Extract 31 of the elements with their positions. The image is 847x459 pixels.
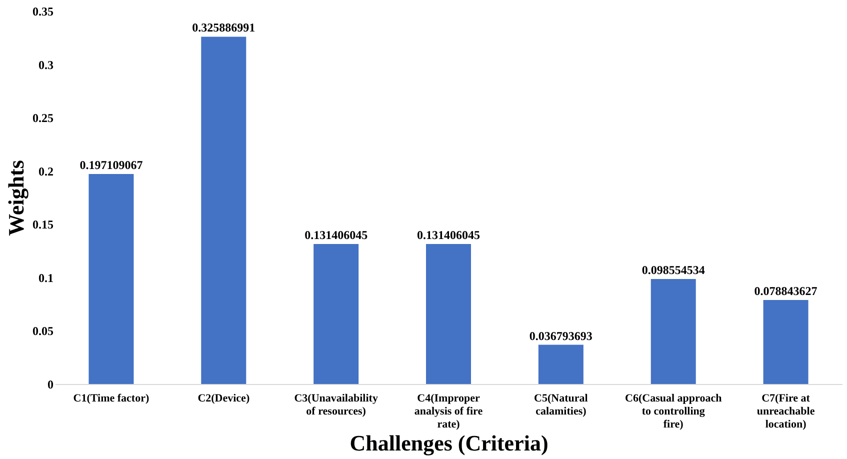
data-label: 0.131406045 [417,228,480,242]
x-tick-label: C6(Casual approach to controlling fire) [625,392,722,430]
y-tick-label: 0.3 [38,58,54,72]
y-axis-title: Weights [4,160,28,236]
y-tick-label: 0 [48,378,54,392]
y-tick-label: 0.25 [32,111,54,126]
y-tick-label: 0.2 [38,164,54,178]
bar [763,300,808,384]
data-label: 0.098554534 [642,262,705,277]
x-axis-title: Challenges (Criteria) [350,430,548,456]
data-label: 0.325886991 [192,20,256,35]
bar [538,344,584,384]
x-tick-label: C4(Improper analysis of fire rate) [414,392,483,430]
x-tick-label: C1(Time factor) [73,392,150,404]
data-label: 0.036793693 [529,328,592,343]
y-tick-label: 0.1 [38,270,54,285]
bar [201,36,246,384]
bar [314,244,359,384]
x-tick-label: C3(Unavailability of resources) [294,392,378,418]
bar [650,278,696,384]
x-tick-label: C2(Device) [198,392,250,404]
bar [88,174,134,384]
data-label: 0.197109067 [80,158,143,172]
data-label: 0.131406045 [304,228,368,242]
x-tick-label: C7(Fire at unreachable location) [756,392,815,430]
y-tick-label: 0.05 [32,324,54,338]
y-tick-label: 0.15 [32,218,54,232]
y-tick-label: 0.35 [32,4,54,18]
x-tick-label: C5(Natural calamities) [534,392,588,418]
bar [426,244,471,384]
data-label: 0.078843627 [754,284,818,298]
